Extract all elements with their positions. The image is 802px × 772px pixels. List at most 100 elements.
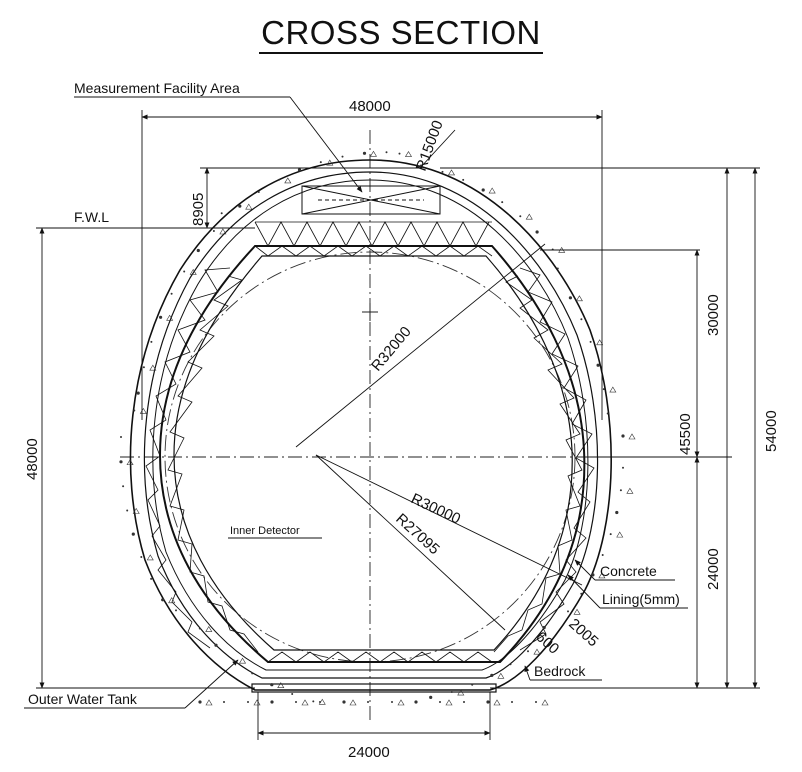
label-concrete: Concrete	[600, 563, 657, 579]
rock-speckle	[535, 701, 537, 703]
rock-speckle	[462, 178, 465, 181]
rock-speckle	[490, 673, 494, 678]
rock-triangle	[369, 150, 378, 157]
rock-speckle	[277, 178, 280, 181]
rock-triangle	[245, 203, 253, 210]
rock-triangle	[525, 213, 533, 220]
rock-speckle	[232, 659, 235, 662]
label-lining: Lining(5mm)	[602, 591, 680, 607]
dim-right-height: 45500	[677, 413, 694, 455]
rock-speckle	[527, 650, 529, 653]
rock-triangle	[253, 699, 261, 706]
rock-triangle	[284, 177, 292, 184]
rock-speckle	[441, 170, 444, 173]
label-inner-detector: Inner Detector	[230, 525, 300, 537]
rock-triangle	[404, 150, 413, 157]
label-fwl: F.W.L	[74, 209, 109, 225]
rock-triangle	[149, 364, 157, 371]
bedrock-speckles	[119, 150, 636, 706]
rock-triangle	[541, 699, 549, 706]
rock-speckle	[622, 466, 624, 469]
rock-triangle	[628, 433, 636, 440]
rock-speckle	[580, 592, 583, 595]
rock-triangle	[609, 386, 617, 393]
rock-speckle	[223, 701, 225, 703]
rock-speckle	[463, 701, 465, 703]
measurement-facility-box	[301, 185, 441, 215]
rock-triangle	[626, 487, 634, 494]
concrete-layer-outline	[143, 171, 599, 679]
rock-speckle	[198, 700, 202, 704]
rock-speckle	[596, 363, 600, 367]
dim-left-height: 48000	[24, 438, 41, 480]
rock-speckle	[319, 701, 321, 703]
rock-triangle	[238, 657, 247, 664]
rock-speckle	[126, 509, 129, 512]
rock-speckle	[247, 701, 249, 703]
rock-speckle	[615, 510, 619, 515]
rock-speckle	[214, 643, 218, 647]
rock-speckle	[591, 573, 595, 577]
rock-speckle	[481, 188, 485, 192]
rock-triangle	[445, 699, 453, 706]
rock-speckle	[150, 577, 153, 580]
rock-speckle	[150, 340, 153, 343]
rock-speckle	[501, 201, 504, 204]
rock-speckle	[312, 700, 315, 703]
rock-speckle	[511, 701, 513, 703]
dim-top-width: 48000	[349, 98, 391, 115]
rock-triangle	[205, 699, 213, 706]
rock-triangle	[168, 597, 176, 604]
rock-speckle	[519, 215, 522, 218]
rock-speckle	[362, 151, 367, 155]
rock-triangle	[219, 228, 227, 235]
rock-speckle	[342, 700, 346, 704]
rock-triangle	[573, 608, 581, 615]
rock-triangle	[616, 531, 624, 538]
dim-bottom-width: 24000	[348, 744, 390, 761]
rock-speckle	[198, 627, 201, 630]
rock-triangle	[326, 159, 334, 166]
rock-speckle	[589, 340, 592, 343]
rock-speckle	[196, 248, 200, 253]
rock-speckle	[140, 556, 143, 558]
rock-speckle	[159, 315, 163, 319]
rock-speckle	[429, 695, 433, 700]
rock-speckle	[220, 212, 223, 215]
dim-2005: 2005	[565, 615, 601, 650]
rock-triangle	[146, 554, 154, 561]
rock-speckle	[542, 625, 546, 630]
rock-triangle	[598, 572, 606, 579]
rock-triangle	[533, 648, 541, 655]
diagram-title: CROSS SECTION	[0, 14, 802, 54]
rock-speckle	[131, 532, 135, 536]
rock-speckle	[568, 296, 573, 300]
rock-triangle	[397, 699, 405, 706]
rock-speckle	[450, 691, 453, 693]
label-measurement-facility: Measurement Facility Area	[74, 80, 240, 96]
rock-speckle	[257, 191, 260, 193]
rock-triangle	[493, 699, 501, 706]
rock-triangle	[447, 169, 456, 176]
leader-lines	[24, 96, 688, 709]
rock-speckle	[471, 683, 474, 686]
center-cross	[362, 303, 378, 321]
rock-speckle	[291, 693, 294, 695]
rock-speckle	[133, 409, 136, 412]
rock-speckle	[398, 152, 401, 155]
rock-triangle	[126, 459, 134, 466]
rock-speckle	[606, 412, 609, 415]
rock-speckle	[609, 533, 612, 536]
dim-total-height: 54000	[763, 410, 780, 452]
rock-speckle	[170, 292, 173, 295]
lining-outline	[152, 179, 589, 671]
rock-triangle	[301, 699, 309, 706]
inner-detector-inner	[173, 255, 573, 651]
rock-speckle	[142, 366, 145, 369]
rock-speckle	[509, 663, 512, 666]
rock-speckle	[175, 609, 177, 612]
rock-triangle	[497, 672, 505, 679]
rock-speckle	[621, 434, 625, 438]
rock-speckle	[414, 700, 418, 704]
